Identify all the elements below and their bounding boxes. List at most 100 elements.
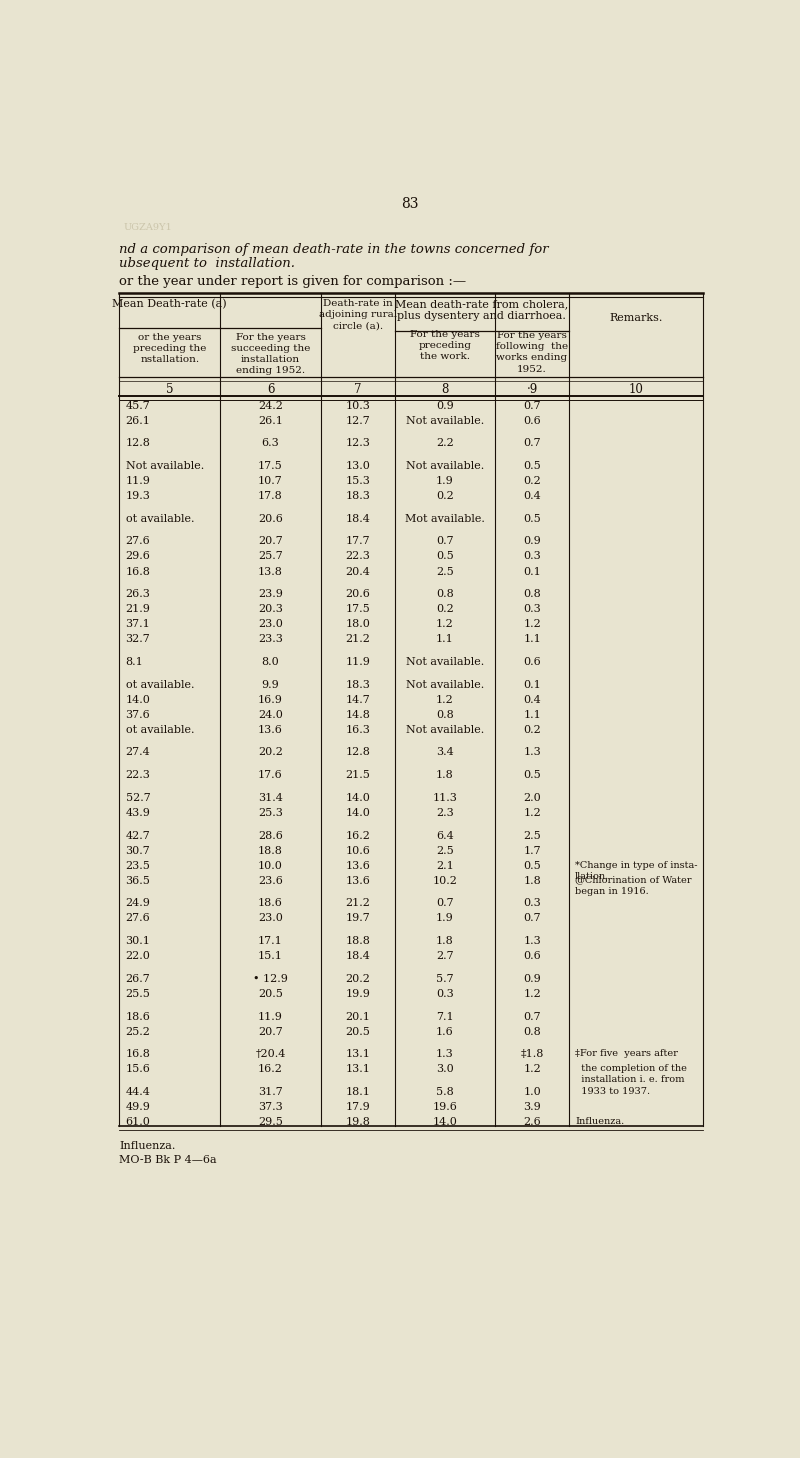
Text: 24.9: 24.9: [126, 898, 150, 908]
Text: 17.5: 17.5: [346, 604, 370, 614]
Text: 3.0: 3.0: [436, 1064, 454, 1075]
Text: 0.9: 0.9: [523, 537, 541, 547]
Text: 29.5: 29.5: [258, 1117, 283, 1127]
Text: • 12.9: • 12.9: [253, 974, 288, 984]
Text: 2.5: 2.5: [436, 846, 454, 856]
Text: 12.3: 12.3: [346, 439, 370, 448]
Text: 19.7: 19.7: [346, 913, 370, 923]
Text: Influenza.: Influenza.: [119, 1142, 176, 1152]
Text: Not available.: Not available.: [406, 416, 484, 426]
Text: Not available.: Not available.: [406, 461, 484, 471]
Text: 1.6: 1.6: [436, 1026, 454, 1037]
Text: 23.5: 23.5: [126, 860, 150, 870]
Text: 14.7: 14.7: [346, 694, 370, 704]
Text: 7.1: 7.1: [436, 1012, 454, 1022]
Text: 26.1: 26.1: [258, 416, 283, 426]
Text: 27.6: 27.6: [126, 537, 150, 547]
Text: 20.6: 20.6: [346, 589, 370, 599]
Text: 2.0: 2.0: [523, 793, 541, 803]
Text: 83: 83: [402, 197, 418, 210]
Text: 25.3: 25.3: [258, 808, 283, 818]
Text: 11.9: 11.9: [258, 1012, 283, 1022]
Text: 23.9: 23.9: [258, 589, 283, 599]
Text: 17.5: 17.5: [258, 461, 283, 471]
Text: 18.8: 18.8: [346, 936, 370, 946]
Text: ot available.: ot available.: [126, 725, 194, 735]
Text: 20.4: 20.4: [346, 567, 370, 576]
Text: Mean Death-rate (a): Mean Death-rate (a): [113, 299, 227, 309]
Text: 2.2: 2.2: [436, 439, 454, 448]
Text: 1.8: 1.8: [436, 936, 454, 946]
Text: 27.4: 27.4: [126, 748, 150, 758]
Text: or the year under report is given for comparison :—: or the year under report is given for co…: [119, 276, 466, 289]
Text: 1.3: 1.3: [523, 936, 541, 946]
Text: 52.7: 52.7: [126, 793, 150, 803]
Text: 21.2: 21.2: [346, 898, 370, 908]
Text: 10.0: 10.0: [258, 860, 283, 870]
Text: 18.8: 18.8: [258, 846, 283, 856]
Text: 14.0: 14.0: [346, 808, 370, 818]
Text: 16.9: 16.9: [258, 694, 283, 704]
Text: 20.3: 20.3: [258, 604, 283, 614]
Text: 15.1: 15.1: [258, 951, 283, 961]
Text: 1.3: 1.3: [436, 1050, 454, 1060]
Text: UGZA9Y1: UGZA9Y1: [123, 223, 172, 232]
Text: 0.7: 0.7: [523, 1012, 541, 1022]
Text: 20.1: 20.1: [346, 1012, 370, 1022]
Text: 37.6: 37.6: [126, 710, 150, 720]
Text: 0.1: 0.1: [523, 679, 541, 690]
Text: 0.2: 0.2: [436, 491, 454, 502]
Text: 26.3: 26.3: [126, 589, 150, 599]
Text: 0.7: 0.7: [523, 401, 541, 411]
Text: 1.8: 1.8: [436, 770, 454, 780]
Text: 0.9: 0.9: [523, 974, 541, 984]
Text: 22.3: 22.3: [346, 551, 370, 561]
Text: 0.5: 0.5: [436, 551, 454, 561]
Text: 23.0: 23.0: [258, 913, 283, 923]
Text: 49.9: 49.9: [126, 1102, 150, 1112]
Text: 0.7: 0.7: [436, 537, 454, 547]
Text: 20.2: 20.2: [258, 748, 283, 758]
Text: 0.7: 0.7: [523, 913, 541, 923]
Text: 10: 10: [629, 383, 643, 397]
Text: 0.1: 0.1: [523, 567, 541, 576]
Text: 10.3: 10.3: [346, 401, 370, 411]
Text: 10.7: 10.7: [258, 475, 283, 486]
Text: 0.8: 0.8: [523, 589, 541, 599]
Text: 0.8: 0.8: [523, 1026, 541, 1037]
Text: 18.0: 18.0: [346, 620, 370, 630]
Text: 0.2: 0.2: [523, 475, 541, 486]
Text: 8: 8: [441, 383, 449, 397]
Text: ‡For five  years after: ‡For five years after: [575, 1050, 678, 1059]
Text: 0.6: 0.6: [523, 658, 541, 666]
Text: 14.8: 14.8: [346, 710, 370, 720]
Text: 12.8: 12.8: [126, 439, 150, 448]
Text: 9.9: 9.9: [262, 679, 279, 690]
Text: Mot available.: Mot available.: [405, 513, 485, 523]
Text: 0.4: 0.4: [523, 491, 541, 502]
Text: 17.6: 17.6: [258, 770, 283, 780]
Text: 44.4: 44.4: [126, 1088, 150, 1096]
Text: 19.9: 19.9: [346, 989, 370, 999]
Text: 43.9: 43.9: [126, 808, 150, 818]
Text: 0.5: 0.5: [523, 770, 541, 780]
Text: 14.0: 14.0: [433, 1117, 458, 1127]
Text: ot available.: ot available.: [126, 679, 194, 690]
Text: 10.6: 10.6: [346, 846, 370, 856]
Text: 0.3: 0.3: [436, 989, 454, 999]
Text: Not available.: Not available.: [126, 461, 204, 471]
Text: 3.4: 3.4: [436, 748, 454, 758]
Text: 14.0: 14.0: [126, 694, 150, 704]
Text: nd a comparison of mean death-rate in the towns concerned for: nd a comparison of mean death-rate in th…: [119, 242, 549, 255]
Text: 19.6: 19.6: [433, 1102, 458, 1112]
Text: 1.9: 1.9: [436, 913, 454, 923]
Text: For the years
succeeding the
installation
ending 1952.: For the years succeeding the installatio…: [231, 332, 310, 375]
Text: 26.1: 26.1: [126, 416, 150, 426]
Text: 0.3: 0.3: [523, 604, 541, 614]
Text: 0.3: 0.3: [523, 551, 541, 561]
Text: MO-B Bk P 4—6a: MO-B Bk P 4—6a: [119, 1155, 217, 1165]
Text: 28.6: 28.6: [258, 831, 283, 841]
Text: ‡1.8: ‡1.8: [520, 1050, 544, 1060]
Text: 17.1: 17.1: [258, 936, 283, 946]
Text: 18.6: 18.6: [258, 898, 283, 908]
